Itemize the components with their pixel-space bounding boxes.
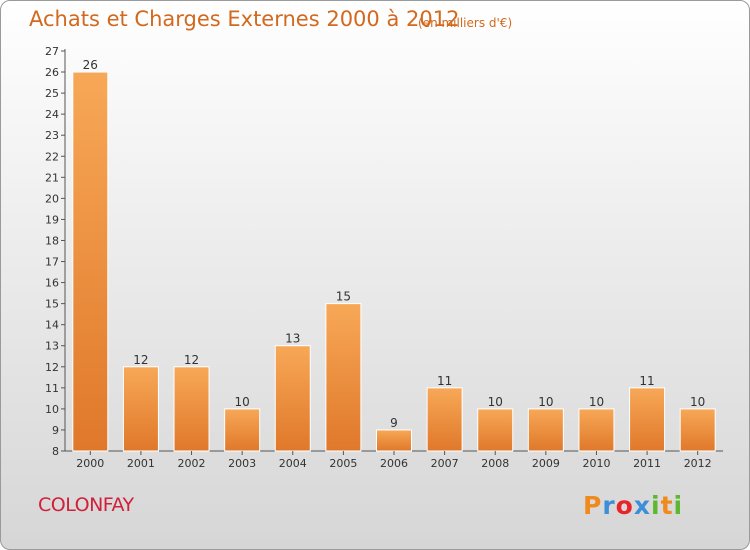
bar	[325, 303, 362, 452]
x-tick-label: 2009	[532, 457, 560, 470]
x-tick-label: 2007	[431, 457, 459, 470]
bar	[173, 366, 210, 452]
logo-letter: o	[615, 491, 634, 520]
bar-value-label: 9	[390, 416, 398, 430]
y-tick-label: 17	[45, 256, 59, 269]
y-tick-label: 12	[45, 361, 59, 374]
commune-name: COLONFAY	[38, 494, 134, 516]
bar-value-label: 11	[437, 374, 452, 388]
y-tick-label: 16	[45, 277, 59, 290]
y-tick-label: 20	[45, 192, 59, 205]
bar	[376, 429, 412, 452]
bar	[578, 408, 615, 452]
chart-unit-label: (en milliers d'€)	[418, 16, 513, 30]
bar-value-label: 12	[133, 353, 148, 367]
x-tick-label: 2003	[228, 457, 256, 470]
y-tick-label: 10	[45, 403, 59, 416]
bar	[224, 408, 261, 452]
y-tick-label: 13	[45, 340, 59, 353]
bar-value-label: 10	[690, 395, 705, 409]
bar	[527, 408, 564, 452]
logo-letter: t	[660, 491, 674, 520]
y-tick-label: 26	[45, 66, 59, 79]
logo-letter: i	[651, 491, 661, 520]
bar	[274, 345, 311, 452]
bar-value-label: 13	[285, 332, 300, 346]
x-tick-label: 2000	[76, 457, 104, 470]
y-tick-label: 25	[45, 87, 59, 100]
x-tick-label: 2004	[279, 457, 307, 470]
y-tick-label: 23	[45, 129, 59, 142]
y-tick-label: 19	[45, 213, 59, 226]
bar	[679, 408, 716, 452]
logo-letter: P	[583, 491, 603, 520]
bar-value-label: 10	[538, 395, 553, 409]
bar	[477, 408, 514, 452]
x-tick-label: 2001	[127, 457, 155, 470]
y-tick-label: 11	[45, 382, 59, 395]
y-tick-label: 18	[45, 234, 59, 247]
bar	[629, 387, 666, 452]
bar-value-label: 10	[488, 395, 503, 409]
x-tick-label: 2005	[329, 457, 357, 470]
y-tick-label: 22	[45, 150, 59, 163]
y-tick-label: 27	[45, 45, 59, 58]
logo-letter: i	[673, 491, 684, 520]
bar	[426, 387, 463, 452]
y-tick-label: 24	[45, 108, 59, 121]
bar	[72, 71, 109, 452]
proxiti-logo: Proxiti	[583, 491, 683, 520]
bar-value-label: 10	[589, 395, 604, 409]
x-tick-label: 2010	[582, 457, 610, 470]
x-tick-label: 2012	[684, 457, 712, 470]
x-tick-label: 2011	[633, 457, 661, 470]
x-tick-label: 2006	[380, 457, 408, 470]
bar-value-label: 26	[83, 58, 98, 72]
y-tick-label: 8	[52, 445, 59, 458]
y-tick-label: 21	[45, 171, 59, 184]
logo-letter: r	[602, 491, 616, 520]
bar-value-label: 12	[184, 353, 199, 367]
y-tick-label: 9	[52, 424, 59, 437]
bar-value-label: 10	[235, 395, 250, 409]
y-tick-label: 14	[45, 319, 59, 332]
bar-value-label: 15	[336, 290, 351, 304]
y-tick-label: 15	[45, 298, 59, 311]
bar	[122, 366, 159, 452]
x-tick-label: 2002	[178, 457, 206, 470]
x-tick-label: 2008	[481, 457, 509, 470]
bar-value-label: 11	[639, 374, 654, 388]
logo-letter: x	[633, 491, 651, 520]
chart-title: Achats et Charges Externes 2000 à 2012	[29, 7, 460, 31]
